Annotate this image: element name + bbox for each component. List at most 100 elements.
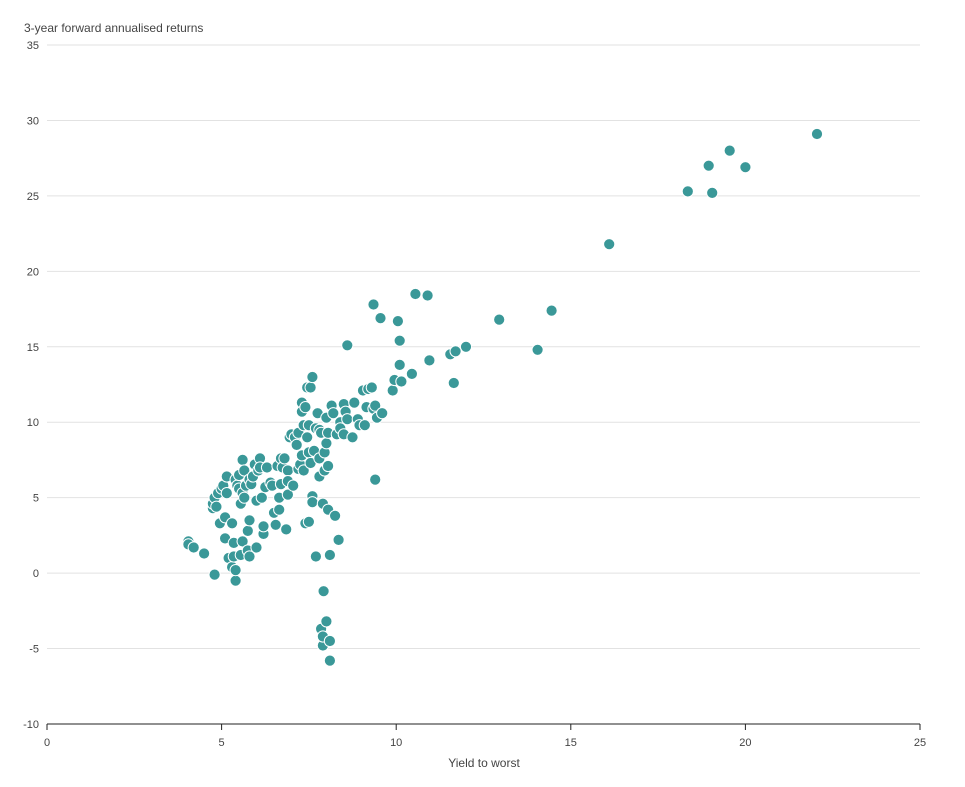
data-point bbox=[238, 464, 251, 477]
data-point bbox=[346, 431, 359, 444]
x-axis: 0 5 10 15 20 25 bbox=[44, 723, 926, 749]
y-tick-label: 10 bbox=[27, 417, 39, 429]
data-point bbox=[706, 186, 719, 199]
data-point bbox=[299, 401, 312, 414]
data-point bbox=[187, 541, 200, 554]
data-point bbox=[323, 548, 336, 562]
data-point bbox=[423, 354, 436, 367]
data-point bbox=[220, 487, 233, 500]
data-point bbox=[393, 334, 406, 347]
data-points bbox=[182, 127, 824, 667]
y-tick-label: 15 bbox=[27, 342, 39, 354]
data-point bbox=[341, 339, 354, 352]
data-point bbox=[395, 375, 408, 388]
data-point bbox=[229, 574, 242, 587]
x-tick-label: 10 bbox=[390, 737, 402, 749]
data-point bbox=[739, 161, 752, 174]
data-point bbox=[208, 568, 221, 581]
data-point bbox=[255, 491, 268, 504]
x-tick-label: 5 bbox=[219, 737, 225, 749]
x-tick-label: 25 bbox=[914, 737, 926, 749]
y-tick-label: 30 bbox=[27, 115, 39, 127]
y-tick-label: -5 bbox=[29, 644, 39, 656]
data-point bbox=[306, 496, 319, 509]
data-point bbox=[332, 533, 345, 547]
data-point bbox=[226, 517, 239, 530]
y-tick-label: 25 bbox=[27, 191, 39, 203]
data-point bbox=[447, 376, 460, 390]
data-point bbox=[269, 518, 282, 531]
data-point bbox=[250, 541, 263, 554]
data-point bbox=[302, 515, 315, 528]
data-point bbox=[493, 313, 506, 326]
data-point bbox=[348, 396, 361, 409]
data-point bbox=[281, 488, 294, 501]
data-point bbox=[391, 315, 404, 328]
data-point bbox=[421, 289, 434, 302]
x-tick-label: 15 bbox=[565, 737, 577, 749]
data-point bbox=[723, 144, 736, 157]
data-point bbox=[304, 381, 317, 394]
data-point bbox=[409, 287, 422, 301]
y-tick-label: 5 bbox=[33, 493, 39, 505]
data-point bbox=[369, 399, 382, 412]
gridlines bbox=[47, 44, 920, 650]
y-tick-label: 20 bbox=[27, 266, 39, 278]
data-point bbox=[405, 367, 418, 380]
data-point bbox=[210, 500, 223, 513]
data-point bbox=[257, 520, 270, 533]
data-point bbox=[369, 473, 382, 486]
data-point bbox=[229, 564, 242, 577]
y-axis-ticks: -10 -5 0 5 10 15 20 25 30 35 bbox=[23, 40, 39, 731]
data-point bbox=[236, 535, 249, 548]
data-point bbox=[198, 547, 211, 560]
data-point bbox=[531, 343, 544, 356]
data-point bbox=[236, 453, 249, 466]
data-point bbox=[306, 370, 319, 384]
data-point bbox=[281, 464, 294, 477]
data-point bbox=[374, 312, 387, 325]
data-point bbox=[327, 407, 340, 420]
data-point bbox=[309, 550, 322, 563]
data-point bbox=[545, 304, 558, 317]
data-point bbox=[449, 345, 462, 358]
data-point bbox=[681, 185, 694, 198]
data-point bbox=[358, 419, 371, 432]
data-point bbox=[238, 491, 251, 504]
x-axis-title: Yield to worst bbox=[448, 756, 520, 770]
data-point bbox=[329, 509, 342, 522]
data-point bbox=[323, 634, 336, 648]
data-point bbox=[603, 238, 616, 251]
data-point bbox=[243, 514, 256, 527]
data-point bbox=[320, 615, 333, 628]
x-tick-label: 20 bbox=[739, 737, 751, 749]
data-point bbox=[301, 431, 314, 444]
y-axis-title: 3-year forward annualised returns bbox=[24, 21, 203, 35]
y-tick-label: -10 bbox=[23, 719, 39, 731]
data-point bbox=[241, 524, 254, 538]
data-point bbox=[280, 523, 293, 536]
x-tick-label: 0 bbox=[44, 737, 50, 749]
data-point bbox=[393, 358, 406, 371]
data-point bbox=[376, 407, 389, 420]
data-point bbox=[386, 384, 399, 397]
y-tick-label: 0 bbox=[33, 568, 39, 580]
data-point bbox=[290, 438, 303, 451]
data-point bbox=[367, 298, 380, 311]
data-point bbox=[365, 381, 378, 394]
data-point bbox=[320, 437, 333, 450]
data-point bbox=[287, 479, 300, 492]
data-point bbox=[322, 459, 335, 473]
data-point bbox=[341, 413, 354, 426]
data-point bbox=[702, 159, 715, 172]
data-point bbox=[323, 654, 336, 667]
y-tick-label: 35 bbox=[27, 40, 39, 52]
data-point bbox=[243, 550, 256, 563]
data-point bbox=[297, 464, 310, 477]
data-point bbox=[273, 503, 286, 516]
data-point bbox=[278, 452, 291, 465]
data-point bbox=[260, 461, 274, 474]
data-point bbox=[459, 340, 473, 353]
